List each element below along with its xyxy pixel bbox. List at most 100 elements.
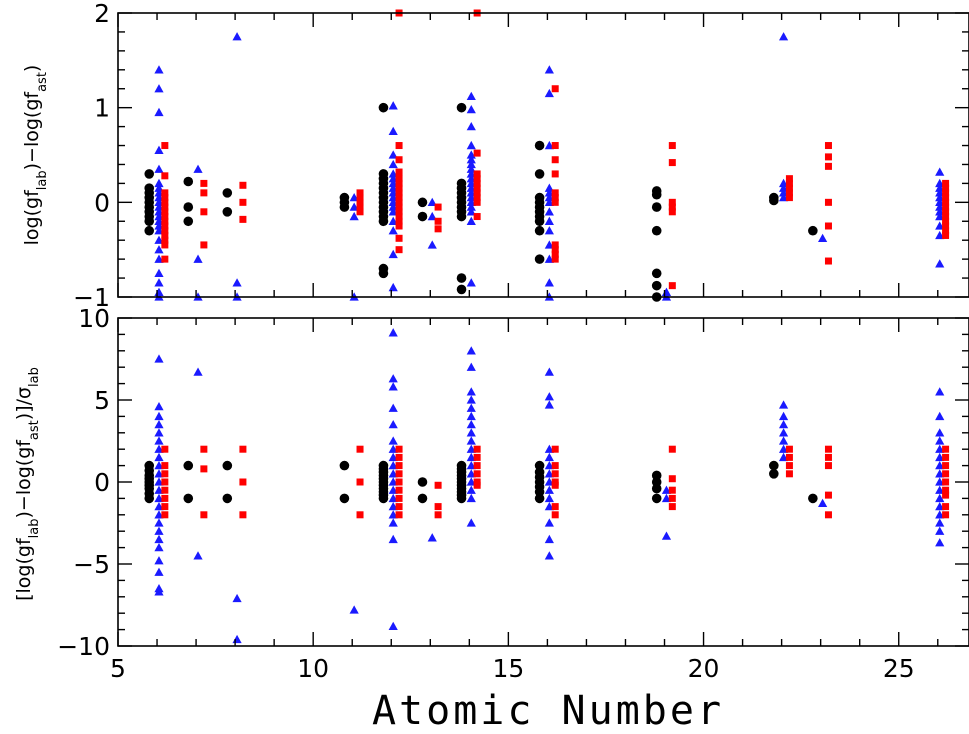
bottom-point-triangle xyxy=(544,400,554,409)
top-point-triangle xyxy=(193,164,203,173)
top-point-triangle xyxy=(154,145,164,154)
bottom-point-triangle xyxy=(778,411,789,421)
bottom-point-circle xyxy=(769,469,779,479)
top-point-triangle xyxy=(935,230,945,240)
top-point-circle xyxy=(378,102,389,113)
top-point-square xyxy=(551,170,559,178)
bottom-point-triangle xyxy=(466,346,476,355)
top-point-circle xyxy=(339,202,350,212)
top-point-circle xyxy=(534,140,545,151)
top-point-square xyxy=(395,156,403,164)
bottom-y-tick-label: 0 xyxy=(94,468,110,497)
bottom-point-circle xyxy=(183,460,194,471)
top-point-square xyxy=(395,142,403,150)
top-point-square xyxy=(161,222,169,230)
bottom-point-triangle xyxy=(388,518,398,527)
bottom-point-triangle xyxy=(388,452,398,462)
bottom-point-triangle xyxy=(154,411,164,421)
top-point-circle xyxy=(222,207,233,217)
bottom-point-triangle xyxy=(544,477,554,486)
bottom-point-triangle xyxy=(388,403,398,412)
bottom-point-square xyxy=(395,503,403,511)
top-point-triangle xyxy=(154,188,164,197)
top-y-tick-label: 1 xyxy=(94,94,110,123)
bottom-point-triangle xyxy=(935,493,945,503)
top-point-square xyxy=(161,203,169,211)
bottom-point-circle xyxy=(417,493,428,504)
top-point-circle xyxy=(534,216,545,227)
top-point-triangle xyxy=(154,268,164,278)
top-y-tick-label: 2 xyxy=(94,0,110,28)
bottom-point-triangle xyxy=(544,534,554,544)
bottom-panel-frame xyxy=(117,317,969,647)
bottom-point-triangle xyxy=(154,428,164,437)
bottom-point-square xyxy=(824,462,832,470)
bottom-point-square xyxy=(161,486,169,494)
top-point-square xyxy=(161,198,169,206)
top-point-triangle xyxy=(935,193,945,202)
top-point-square xyxy=(200,208,208,216)
top-point-triangle xyxy=(544,183,554,192)
top-point-circle xyxy=(534,169,545,179)
top-point-square xyxy=(473,213,481,221)
bottom-point-triangle xyxy=(544,392,554,401)
top-point-circle xyxy=(456,284,467,295)
top-point-square xyxy=(395,246,403,254)
top-point-triangle xyxy=(388,249,398,259)
bottom-point-square xyxy=(200,511,208,519)
bottom-point-triangle xyxy=(466,485,476,494)
top-point-square xyxy=(395,234,403,242)
top-point-triangle xyxy=(544,140,554,150)
bottom-point-triangle xyxy=(232,593,242,603)
top-point-square xyxy=(785,175,793,183)
bottom-point-triangle xyxy=(388,477,398,486)
bottom-point-triangle xyxy=(427,533,437,542)
top-point-triangle xyxy=(154,216,164,225)
top-point-square xyxy=(942,189,950,197)
top-point-triangle xyxy=(388,178,398,188)
bottom-point-triangle xyxy=(544,551,554,560)
bottom-point-square xyxy=(161,503,169,511)
bottom-point-triangle xyxy=(935,538,945,547)
top-point-square xyxy=(473,184,481,192)
top-y-axis-label: log(gflab)−log(gfast) xyxy=(21,65,50,246)
top-point-square xyxy=(200,179,208,187)
bottom-point-triangle xyxy=(466,395,476,404)
top-point-triangle xyxy=(154,207,164,216)
bottom-point-square xyxy=(942,486,950,494)
top-point-triangle xyxy=(427,211,437,221)
top-point-triangle xyxy=(388,150,398,159)
top-point-triangle xyxy=(388,197,398,207)
top-point-triangle xyxy=(544,240,554,249)
top-point-circle xyxy=(534,225,545,236)
top-point-triangle xyxy=(466,150,476,159)
top-point-square xyxy=(942,179,950,187)
bottom-point-triangle xyxy=(778,428,789,437)
top-point-circle xyxy=(144,169,155,179)
x-tick-label: 15 xyxy=(492,654,524,683)
top-point-triangle xyxy=(935,188,945,197)
top-point-square xyxy=(551,194,559,202)
top-ticks: −1 0 1 2 xyxy=(73,0,969,312)
top-point-triangle xyxy=(935,183,945,192)
bottom-point-square xyxy=(200,465,208,473)
bottom-point-circle xyxy=(222,460,233,471)
top-points xyxy=(144,9,950,302)
top-point-circle xyxy=(456,211,467,222)
bottom-point-triangle xyxy=(154,543,164,552)
top-point-square xyxy=(395,179,403,187)
top-point-square xyxy=(942,194,950,202)
bottom-point-triangle xyxy=(935,510,945,519)
bottom-point-circle xyxy=(651,470,662,481)
top-point-triangle xyxy=(388,169,398,178)
bottom-y-tick-label: −10 xyxy=(57,632,110,661)
top-point-square xyxy=(239,198,247,206)
top-point-square xyxy=(942,227,950,235)
top-point-circle xyxy=(456,273,467,283)
bottom-y-axis-label: [log(gflab)−log(gfast)]/σlab xyxy=(13,367,42,601)
top-point-circle xyxy=(808,225,818,236)
top-point-triangle xyxy=(935,167,945,176)
top-point-square xyxy=(668,198,676,206)
bottom-point-triangle xyxy=(232,634,242,644)
bottom-point-triangle xyxy=(935,452,945,462)
